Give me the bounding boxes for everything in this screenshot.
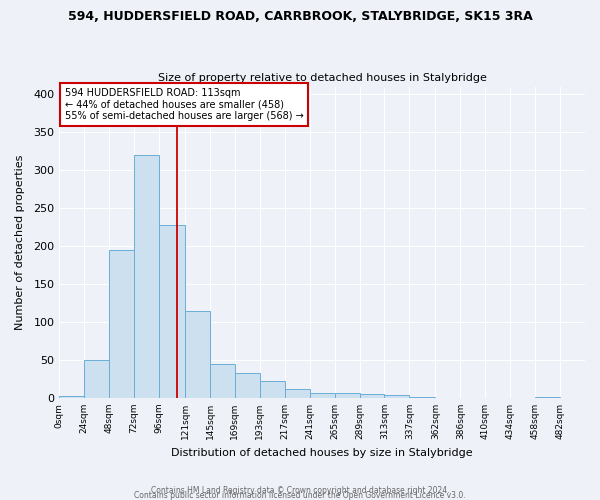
Bar bbox=[59, 396, 84, 398]
Text: 594 HUDDERSFIELD ROAD: 113sqm
← 44% of detached houses are smaller (458)
55% of : 594 HUDDERSFIELD ROAD: 113sqm ← 44% of d… bbox=[65, 88, 304, 122]
X-axis label: Distribution of detached houses by size in Stalybridge: Distribution of detached houses by size … bbox=[172, 448, 473, 458]
Bar bbox=[285, 389, 310, 398]
Bar bbox=[359, 394, 385, 398]
Bar bbox=[84, 360, 109, 398]
Bar bbox=[535, 397, 560, 398]
Bar bbox=[235, 373, 260, 398]
Bar bbox=[109, 250, 134, 398]
Bar bbox=[185, 310, 210, 398]
Text: Contains HM Land Registry data © Crown copyright and database right 2024.: Contains HM Land Registry data © Crown c… bbox=[151, 486, 449, 495]
Bar bbox=[310, 392, 335, 398]
Bar bbox=[159, 225, 185, 398]
Bar bbox=[409, 397, 436, 398]
Text: 594, HUDDERSFIELD ROAD, CARRBROOK, STALYBRIDGE, SK15 3RA: 594, HUDDERSFIELD ROAD, CARRBROOK, STALY… bbox=[68, 10, 532, 23]
Y-axis label: Number of detached properties: Number of detached properties bbox=[15, 154, 25, 330]
Title: Size of property relative to detached houses in Stalybridge: Size of property relative to detached ho… bbox=[158, 73, 487, 83]
Bar bbox=[335, 394, 359, 398]
Bar bbox=[385, 395, 409, 398]
Bar bbox=[134, 155, 159, 398]
Bar bbox=[260, 381, 285, 398]
Text: Contains public sector information licensed under the Open Government Licence v3: Contains public sector information licen… bbox=[134, 490, 466, 500]
Bar bbox=[210, 364, 235, 398]
